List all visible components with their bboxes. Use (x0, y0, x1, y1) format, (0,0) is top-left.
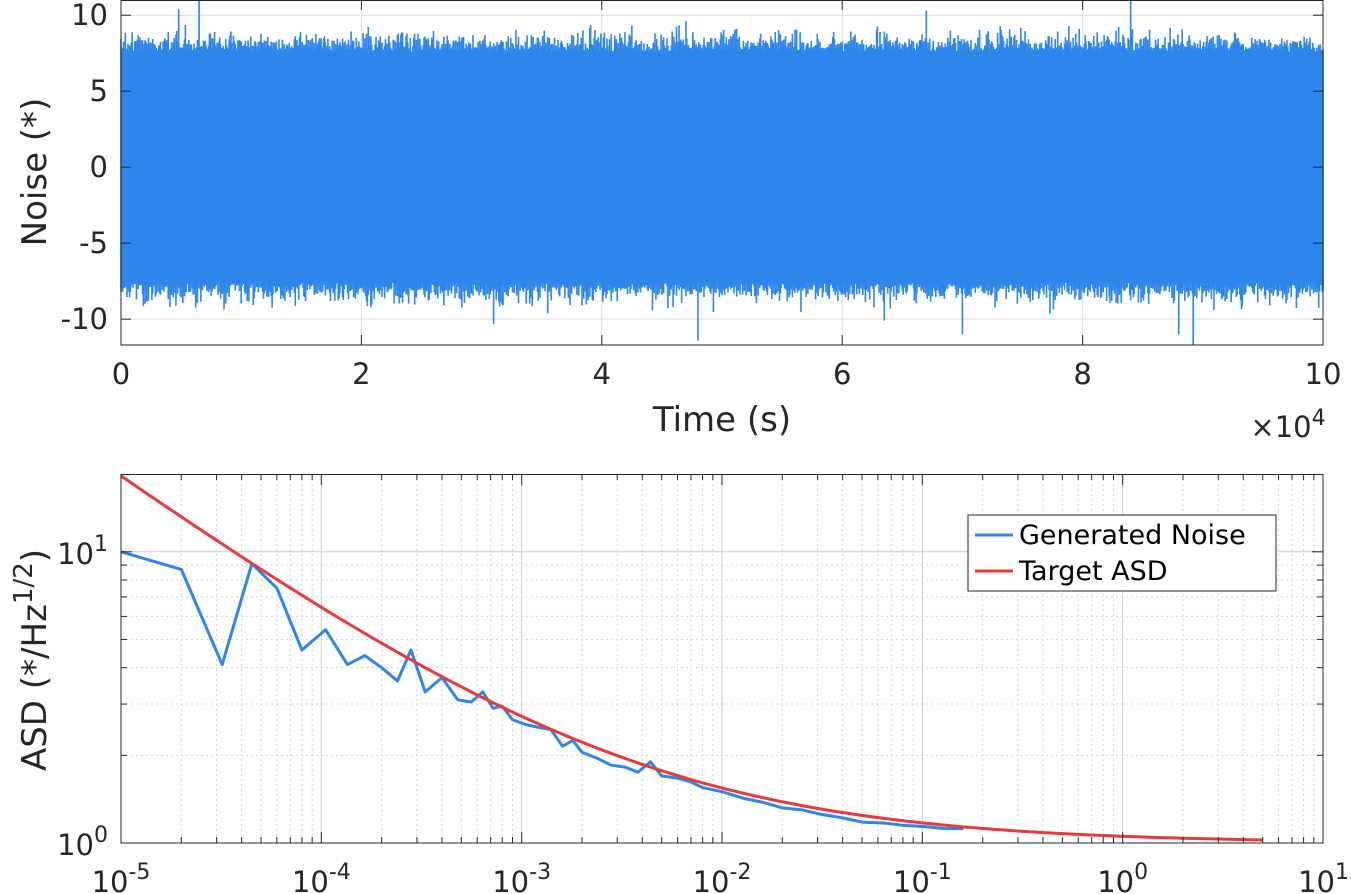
target-asd-line (120, 474, 1263, 842)
top-x-tick-label: 2 (352, 357, 370, 391)
legend-box (967, 514, 1277, 592)
top-y-tick-label: -5 (79, 226, 108, 260)
bottom-y-axis-label: ASD (*/Hz1/2) (9, 549, 55, 771)
asd-label-close: ) (15, 549, 55, 562)
top-x-tick-label: 8 (1073, 357, 1091, 391)
top-x-tick-label: 0 (112, 357, 130, 391)
top-x-tick-label: 4 (593, 357, 611, 391)
bottom-x-tick-label: 10-3 (492, 860, 551, 894)
x-exponent-power: 4 (1312, 406, 1326, 431)
bottom-x-tick-label: 10-4 (292, 860, 351, 894)
top-x-tick-label: 10 (1305, 357, 1342, 391)
bottom-y-tick-label: 100 (57, 823, 108, 862)
bottom-ticks: 10-5 10-4 10-3 10-2 10-1 100 101 100 101 (57, 474, 1349, 894)
bottom-x-tick-label: 100 (1097, 860, 1148, 894)
noise-signal-series (120, 0, 1324, 345)
top-x-tick-label: 6 (833, 357, 851, 391)
bottom-x-tick-label: 10-2 (693, 860, 752, 894)
bottom-x-tick-label: 101 (1298, 860, 1349, 894)
bottom-x-tick-label: 10-5 (92, 860, 151, 894)
legend-label-target-asd: Target ASD (1018, 556, 1168, 587)
top-axes-box (120, 0, 1324, 346)
x-exponent-label: ×104 (1250, 406, 1325, 444)
asd-label-superscript: 1/2 (9, 562, 39, 604)
asd-panel: 10-5 10-4 10-3 10-2 10-1 100 101 100 101 ASD (*/… (9, 474, 1349, 894)
legend-label-generated-noise: Generated Noise (1019, 520, 1246, 551)
x-exponent-base: ×10 (1250, 410, 1311, 444)
top-y-tick-label: 10 (71, 0, 108, 32)
top-y-tick-label: -10 (61, 302, 108, 336)
asd-label-main: ASD (*/Hz (15, 604, 55, 771)
bottom-x-tick-label: 10-1 (893, 860, 952, 894)
asd-series (120, 474, 1263, 842)
top-y-axis-label: Noise (*) (15, 98, 55, 247)
top-y-tick-label: 0 (90, 150, 108, 184)
top-y-tick-label: 5 (90, 74, 108, 108)
bottom-y-tick-label: 101 (57, 532, 108, 571)
generated-noise-line (120, 550, 964, 831)
top-x-axis-label: Time (s) (652, 400, 791, 440)
top-ticks: 0 2 4 6 8 10 -10 -5 0 5 10 (61, 0, 1342, 391)
legend: Generated Noise Target ASD (967, 514, 1277, 592)
